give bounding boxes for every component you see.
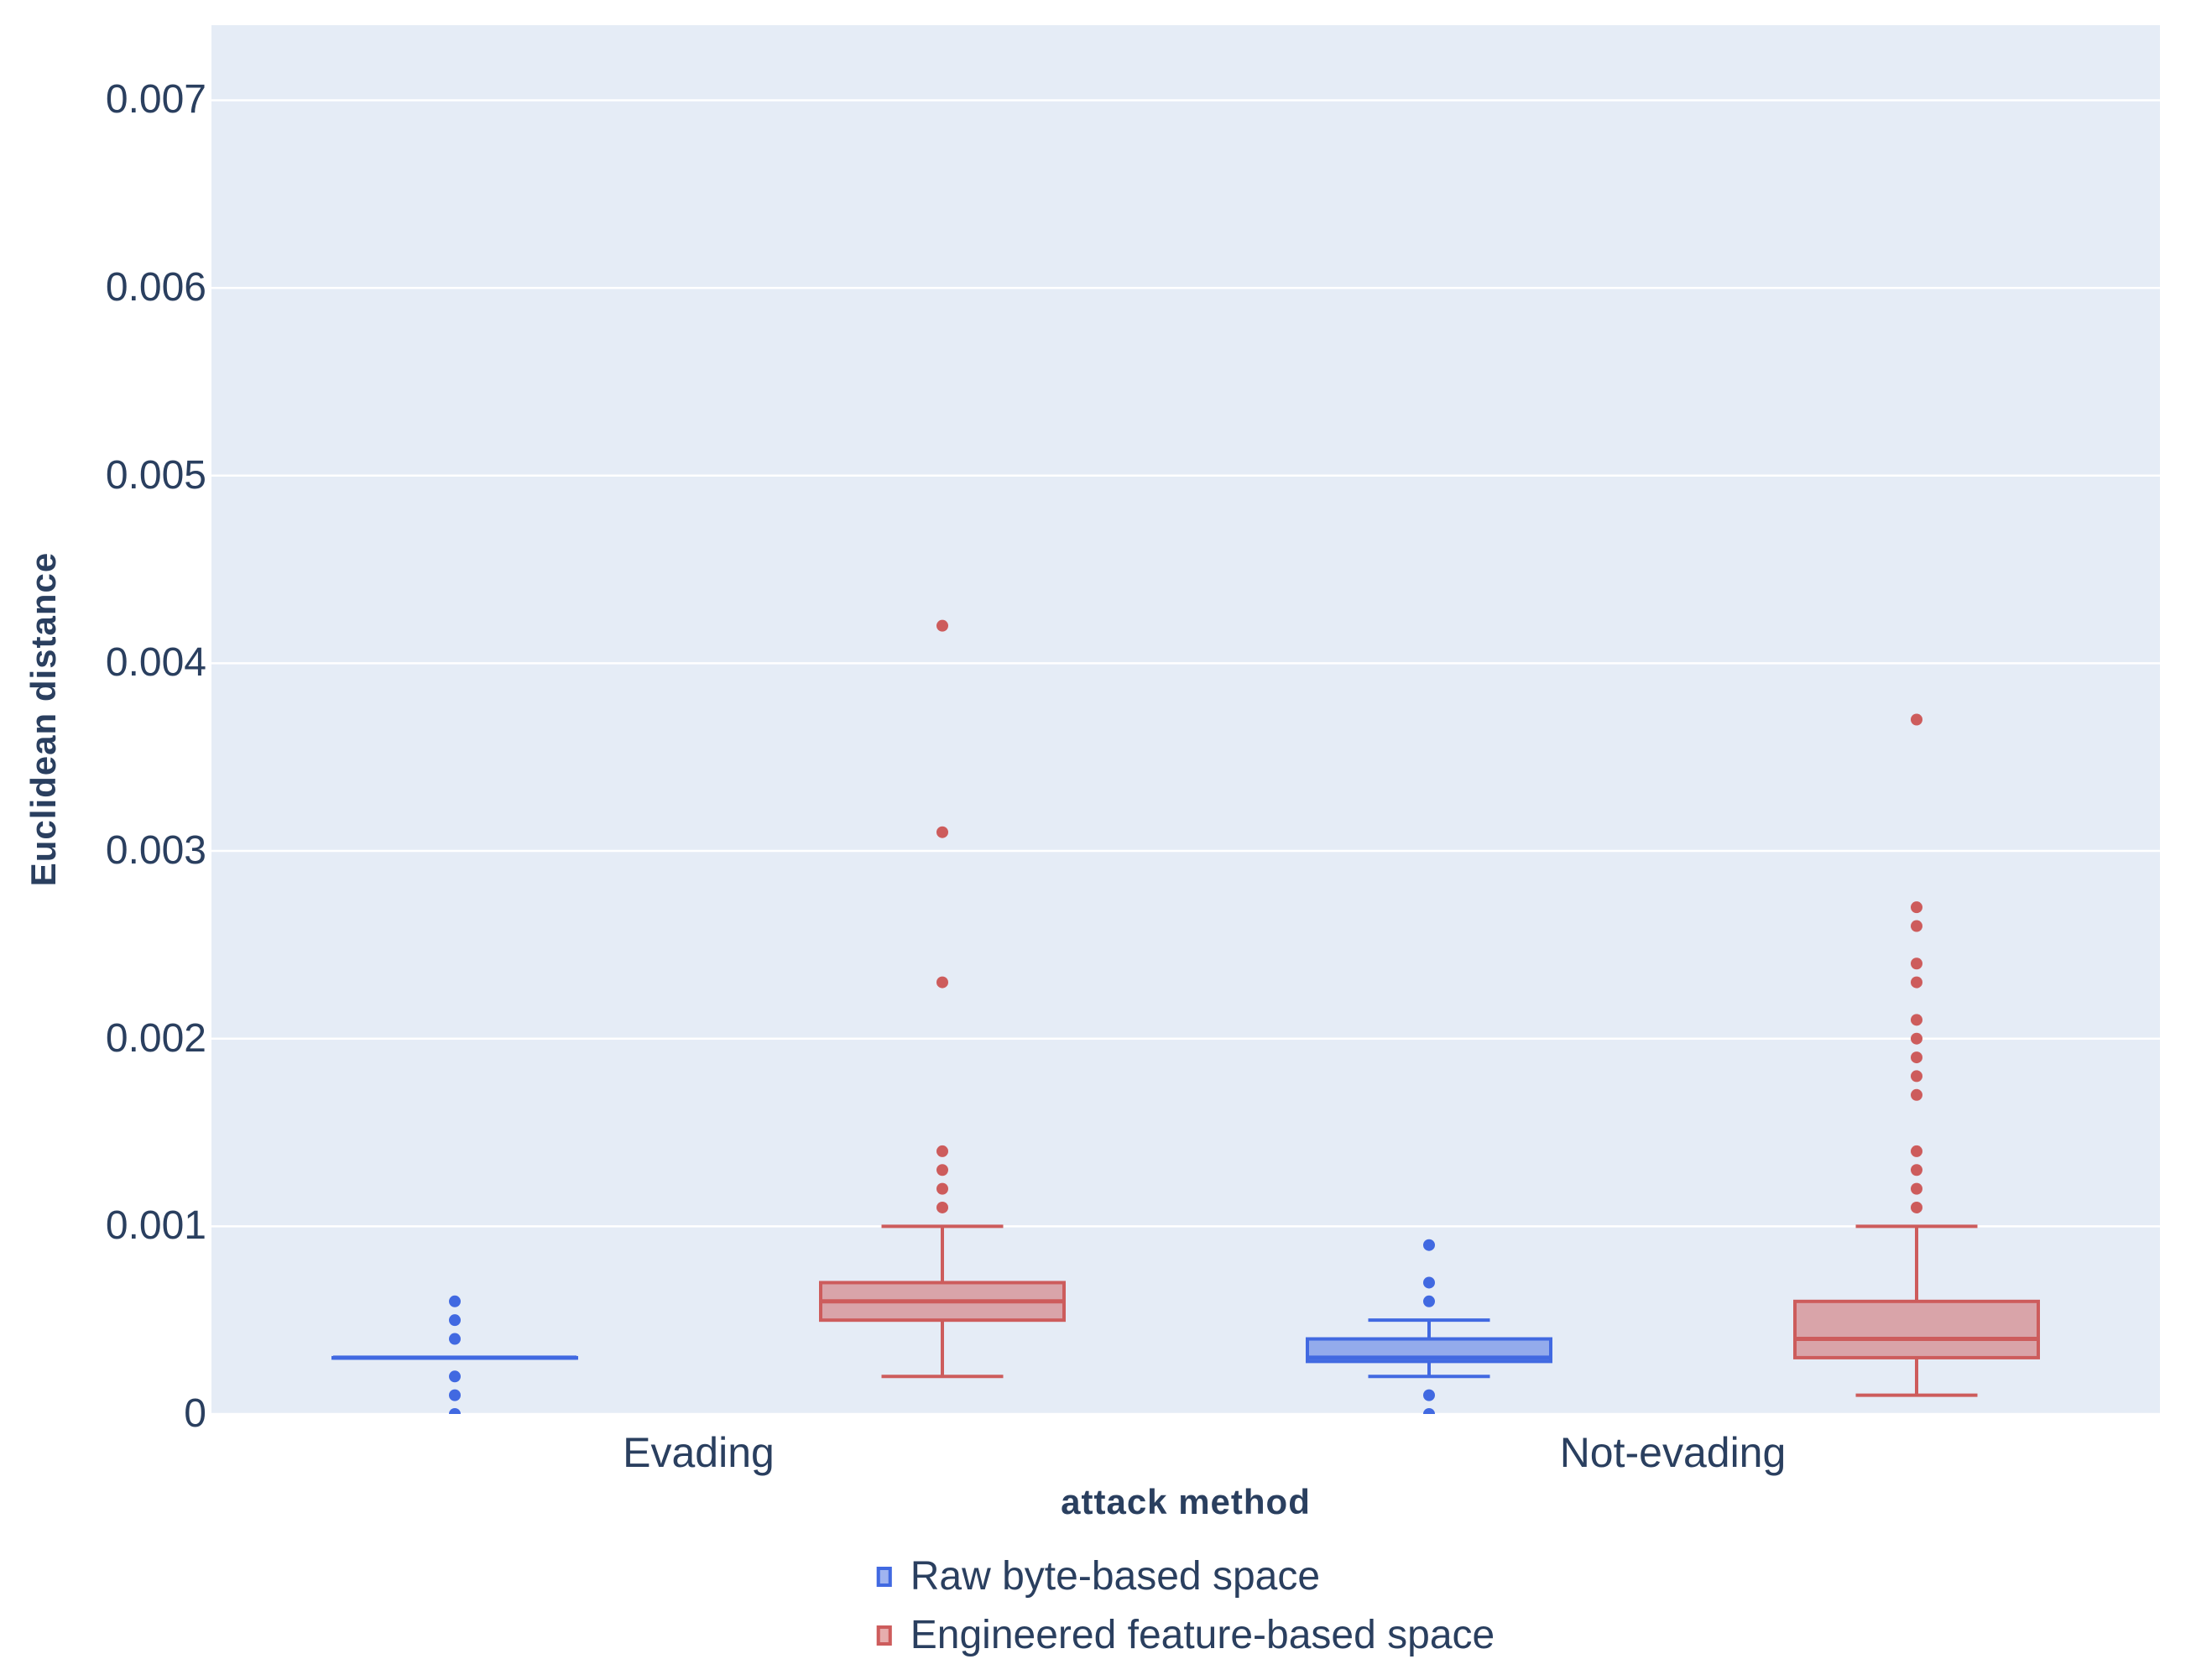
- outlier-point[interactable]: [936, 1201, 948, 1213]
- outlier-point[interactable]: [1911, 901, 1922, 914]
- x-tick-label-evading: Evading: [623, 1429, 775, 1476]
- outlier-point[interactable]: [1911, 1032, 1922, 1045]
- outlier-point[interactable]: [1911, 713, 1922, 726]
- outlier-point[interactable]: [1423, 1295, 1435, 1307]
- outlier-point[interactable]: [1911, 1201, 1922, 1213]
- y-tick-label-0.004: 0.004: [105, 640, 206, 686]
- outlier-point[interactable]: [936, 1182, 948, 1195]
- outlier-point[interactable]: [1911, 1145, 1922, 1157]
- outlier-point[interactable]: [449, 1408, 461, 1420]
- outlier-point[interactable]: [449, 1314, 461, 1327]
- outlier-point[interactable]: [1423, 1389, 1435, 1401]
- legend-item-raw[interactable]: Raw byte-based space: [876, 1554, 1321, 1599]
- legend-swatch-icon: [876, 1625, 892, 1646]
- x-axis-title: attack method: [1061, 1482, 1311, 1521]
- outlier-point[interactable]: [1911, 1088, 1922, 1101]
- x-tick-label-not-evading: Not-evading: [1559, 1429, 1787, 1476]
- outlier-point[interactable]: [936, 1145, 948, 1157]
- legend: Raw byte-based space Engineered feature-b…: [876, 1554, 1495, 1658]
- outlier-point[interactable]: [1911, 1051, 1922, 1064]
- outlier-point[interactable]: [1911, 1182, 1922, 1195]
- legend-label: Engineered feature-based space: [910, 1613, 1495, 1657]
- outlier-point[interactable]: [449, 1370, 461, 1383]
- outlier-point[interactable]: [936, 826, 948, 838]
- y-tick-label-0: 0: [184, 1391, 206, 1436]
- y-tick-label-0.001: 0.001: [105, 1203, 206, 1249]
- outlier-point[interactable]: [1911, 1070, 1922, 1083]
- legend-item-engineered[interactable]: Engineered feature-based space: [876, 1613, 1495, 1658]
- plot-area: [211, 25, 2160, 1414]
- y-tick-label-0.007: 0.007: [105, 77, 206, 123]
- outlier-point[interactable]: [449, 1295, 461, 1307]
- outlier-point[interactable]: [1911, 1164, 1922, 1177]
- outlier-point[interactable]: [1911, 957, 1922, 970]
- iqr-box[interactable]: [1793, 1299, 2040, 1359]
- box-group-engineered-not-evading[interactable]: [1793, 713, 2040, 1397]
- outlier-point[interactable]: [936, 619, 948, 632]
- outlier-point[interactable]: [1423, 1408, 1435, 1420]
- legend-label: Raw byte-based space: [910, 1554, 1321, 1599]
- outlier-point[interactable]: [936, 1164, 948, 1177]
- y-tick-label-0.006: 0.006: [105, 265, 206, 310]
- outlier-point[interactable]: [1423, 1239, 1435, 1251]
- y-axis-title: Euclidean distance: [23, 551, 63, 887]
- outlier-point[interactable]: [449, 1333, 461, 1345]
- box-group-raw-not-evading[interactable]: [1306, 1239, 1552, 1420]
- box-group-raw-evading[interactable]: [331, 1295, 578, 1420]
- outlier-point[interactable]: [1911, 1014, 1922, 1026]
- y-tick-label-0.002: 0.002: [105, 1015, 206, 1061]
- outlier-point[interactable]: [1423, 1276, 1435, 1289]
- outlier-point[interactable]: [936, 976, 948, 989]
- y-tick-label-0.003: 0.003: [105, 828, 206, 874]
- legend-swatch-icon: [876, 1567, 892, 1587]
- outlier-point[interactable]: [449, 1389, 461, 1401]
- outlier-point[interactable]: [1911, 920, 1922, 932]
- box-group-engineered-evading[interactable]: [819, 619, 1066, 1379]
- y-tick-label-0.005: 0.005: [105, 452, 206, 498]
- data-layer: [331, 619, 2040, 1420]
- outlier-point[interactable]: [1911, 976, 1922, 989]
